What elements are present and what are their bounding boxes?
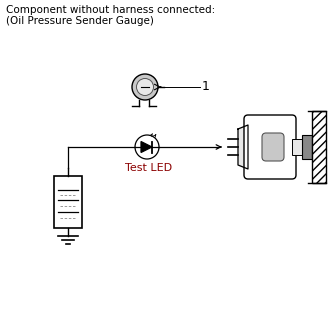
Polygon shape [238,125,248,169]
Bar [54,176,82,228]
Text: Component without harness connected:: Component without harness connected: [6,5,215,15]
Text: Test LED: Test LED [125,163,173,173]
Text: (Oil Pressure Sender Gauge): (Oil Pressure Sender Gauge) [6,16,154,26]
Circle shape [132,74,158,100]
Circle shape [137,79,153,95]
Text: 1: 1 [202,81,210,93]
Polygon shape [141,142,152,152]
Bar [302,135,312,159]
FancyBboxPatch shape [244,115,296,179]
Circle shape [135,135,159,159]
FancyBboxPatch shape [262,133,284,161]
Bar [312,111,326,183]
Bar [292,139,302,155]
